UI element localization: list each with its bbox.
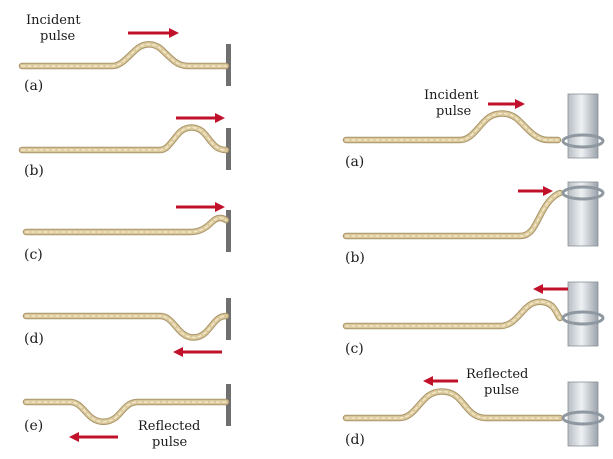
rope-layer <box>342 189 564 240</box>
panel-label: (d) <box>24 331 44 347</box>
rope <box>23 215 229 235</box>
rope <box>343 389 563 421</box>
rope-layer <box>25 315 227 339</box>
panel-label: (c) <box>345 341 364 357</box>
right-panel-b: (b) <box>342 181 605 266</box>
caption-incident-line2: pulse <box>436 104 472 119</box>
rope-layer <box>21 126 227 151</box>
rope <box>343 190 563 239</box>
wall <box>226 384 231 426</box>
rope-layer <box>25 217 227 233</box>
ring <box>561 310 605 326</box>
wall <box>226 298 231 340</box>
rope-layer <box>345 192 561 237</box>
caption-incident-line1: Incident <box>424 88 479 103</box>
pole <box>567 181 599 247</box>
panel-label: (d) <box>345 432 365 448</box>
panel-label: (b) <box>345 250 365 266</box>
caption-reflected-line1: Reflected <box>466 367 528 382</box>
rope-layer <box>345 112 559 141</box>
rope-layer <box>18 124 230 154</box>
left-panel-e: Reflected pulse (e) <box>22 384 231 450</box>
right-panel-a: Incident pulse (a) <box>342 88 605 170</box>
rope-layer <box>22 312 230 341</box>
panel-label: (b) <box>24 163 44 179</box>
right-panel-c: (c) <box>342 281 605 357</box>
caption-incident-line2: pulse <box>40 29 76 44</box>
right-panel-d: Reflected pulse (d) <box>342 367 605 448</box>
ring <box>561 185 605 201</box>
ring <box>561 133 605 149</box>
left-panel-c: (c) <box>22 202 231 263</box>
caption-incident-line1: Incident <box>26 13 81 28</box>
panel-label: (c) <box>24 247 43 263</box>
panel-label: (a) <box>345 154 364 170</box>
panel-label: (a) <box>24 78 43 94</box>
left-panel-d: (d) <box>22 298 231 357</box>
rope-layer <box>21 43 227 67</box>
rope-layer <box>345 390 561 419</box>
left-column-fixed-end: Incident pulse (a) (b) (c) (d) <box>18 13 231 450</box>
ring <box>561 410 605 426</box>
caption-reflected-line2: pulse <box>152 435 188 450</box>
rope <box>343 299 563 329</box>
rope-layer <box>345 300 561 327</box>
caption-reflected-line2: pulse <box>484 383 520 398</box>
left-panel-b: (b) <box>18 113 231 179</box>
caption-reflected-line1: Reflected <box>138 419 200 434</box>
rope-layer <box>25 401 227 423</box>
right-column-free-end: Incident pulse (a) (b) (c) Reflected <box>342 88 605 448</box>
wall <box>226 210 231 252</box>
panel-label: (e) <box>24 418 43 434</box>
left-panel-a: Incident pulse (a) <box>18 13 231 94</box>
